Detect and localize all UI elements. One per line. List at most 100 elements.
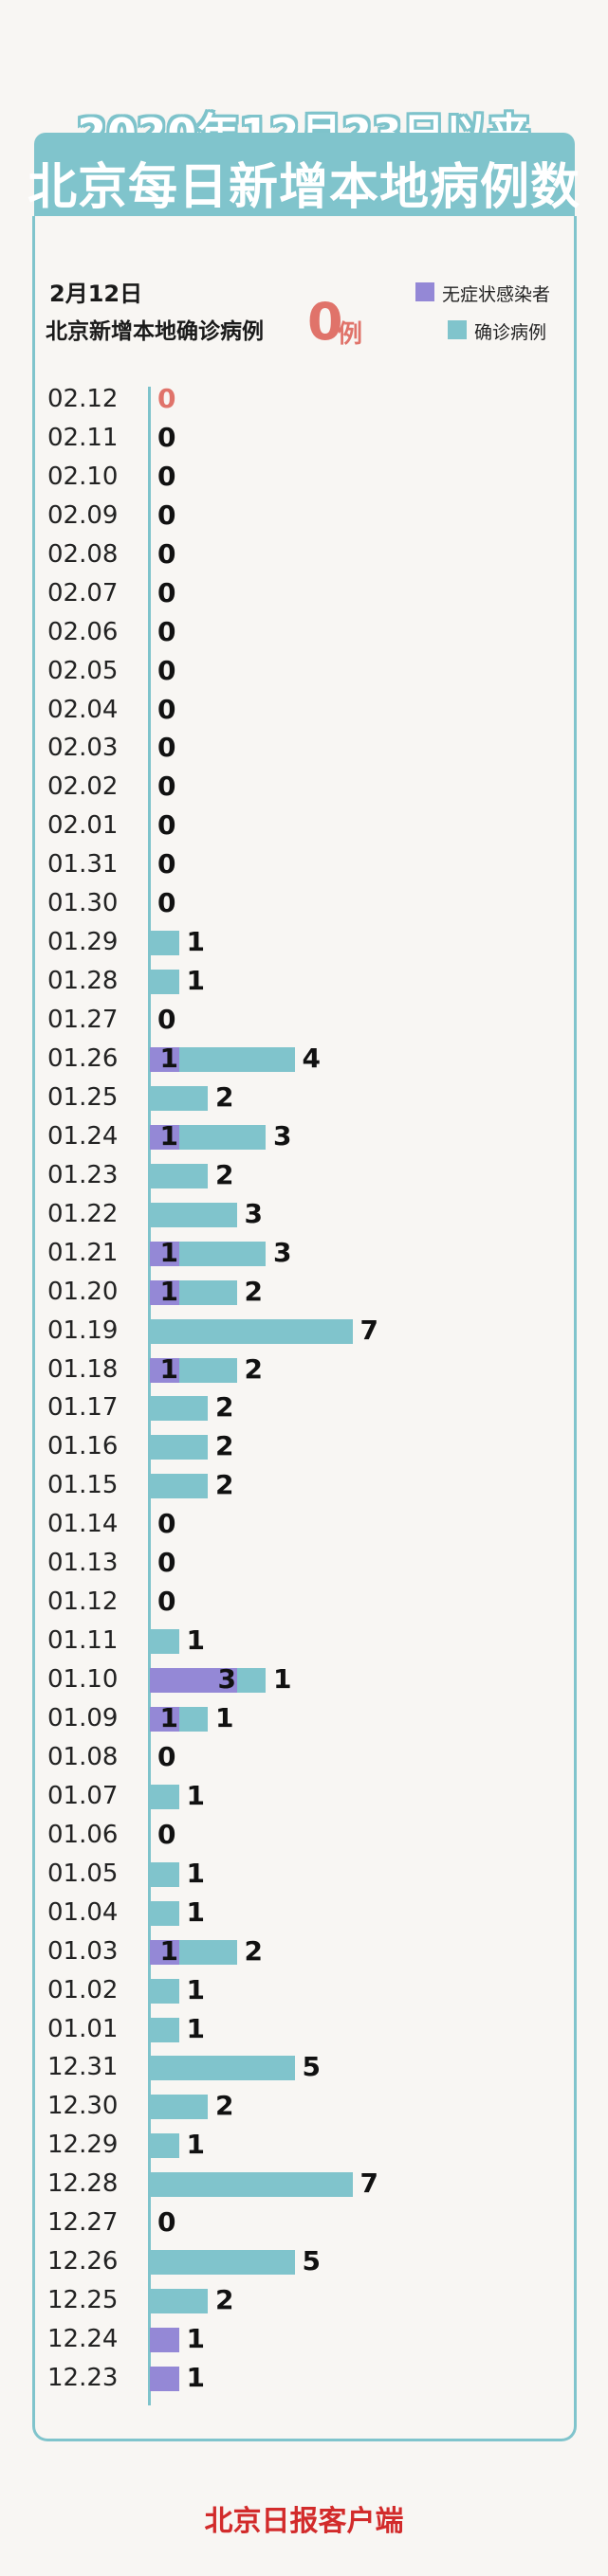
date-label: 02.05 — [47, 656, 119, 685]
value-label: 2 — [215, 1391, 234, 1424]
value-label-zero: 0 — [157, 2206, 176, 2239]
bar-confirmed — [150, 2250, 295, 2276]
date-label: 01.28 — [47, 967, 119, 996]
value-label-zero: 0 — [157, 460, 176, 492]
value-label: 5 — [302, 2051, 321, 2083]
date-label: 02.01 — [47, 811, 119, 841]
info-label: 北京新增本地确诊病例 — [46, 319, 264, 344]
date-label: 01.03 — [47, 1936, 119, 1966]
date-label: 02.08 — [47, 539, 119, 569]
date-label: 01.16 — [47, 1432, 119, 1461]
date-label: 01.25 — [47, 1082, 119, 1112]
chart-axis — [148, 387, 151, 2405]
bar-asymptomatic — [150, 1357, 179, 1383]
bar-confirmed — [150, 2172, 353, 2198]
date-label: 01.10 — [47, 1665, 119, 1695]
date-label: 12.25 — [47, 2286, 119, 2315]
value-label-zero: 0 — [157, 654, 176, 686]
date-label: 01.18 — [47, 1354, 119, 1384]
date-label: 01.20 — [47, 1277, 119, 1306]
value-label-confirmed: 3 — [273, 1236, 292, 1268]
bar-confirmed — [150, 1435, 208, 1460]
value-label-zero: 0 — [157, 1586, 176, 1618]
value-label-zero: 0 — [157, 499, 176, 531]
value-label-zero: 0 — [157, 809, 176, 842]
bar-confirmed — [150, 1629, 179, 1655]
value-label-zero: 0 — [157, 771, 176, 803]
bar-confirmed — [178, 1707, 208, 1732]
date-label: 01.05 — [47, 1859, 119, 1888]
date-label: 01.15 — [47, 1471, 119, 1500]
value-label-confirmed: 1 — [215, 1702, 234, 1733]
info-unit: 例 — [338, 320, 363, 349]
date-label: 01.26 — [47, 1044, 119, 1073]
date-label: 02.12 — [47, 385, 119, 413]
value-label-zero: 0 — [157, 1818, 176, 1850]
value-label-zero: 0 — [157, 1004, 176, 1036]
value-label-confirmed: 3 — [273, 1119, 292, 1152]
bar-confirmed — [150, 1978, 179, 2004]
value-label: 1 — [186, 1779, 205, 1811]
value-label-zero: 0 — [157, 421, 176, 453]
date-label: 02.10 — [47, 462, 119, 491]
date-label: 01.13 — [47, 1549, 119, 1578]
value-label: 5 — [302, 2245, 321, 2277]
bar-confirmed — [150, 1085, 208, 1111]
value-label: 2 — [215, 2090, 234, 2122]
date-label: 01.23 — [47, 1160, 119, 1189]
date-label: 12.27 — [47, 2208, 119, 2238]
value-label: 1 — [186, 2129, 205, 2161]
date-label: 02.02 — [47, 772, 119, 802]
date-label: 12.28 — [47, 2169, 119, 2199]
bar-confirmed — [236, 1668, 266, 1694]
date-label: 02.03 — [47, 734, 119, 763]
value-label: 2 — [215, 1158, 234, 1190]
value-label: 1 — [186, 2323, 205, 2355]
date-label: 01.31 — [47, 850, 119, 880]
date-label: 01.02 — [47, 1975, 119, 2005]
legend-swatch-confirmed — [448, 320, 467, 339]
value-label: 1 — [186, 2362, 205, 2393]
value-label-asymptomatic: 1 — [159, 1934, 178, 1967]
value-label: 1 — [186, 926, 205, 958]
bar-asymptomatic — [150, 1047, 179, 1072]
value-label-zero: 0 — [157, 1547, 176, 1579]
date-label: 01.01 — [47, 2014, 119, 2043]
value-label: 2 — [215, 2284, 234, 2316]
bar-confirmed — [150, 2056, 295, 2081]
value-label-zero: 0 — [157, 887, 176, 919]
date-label: 01.14 — [47, 1510, 119, 1539]
bar-confirmed — [150, 1861, 179, 1887]
value-label: 7 — [359, 2168, 378, 2200]
value-label: 2 — [215, 1430, 234, 1462]
value-label-zero: 0 — [157, 1740, 176, 1772]
bar-confirmed — [150, 1202, 237, 1227]
value-label-asymptomatic: 1 — [159, 1702, 178, 1733]
value-label-zero: 0 — [157, 537, 176, 570]
value-label-confirmed: 2 — [244, 1352, 263, 1385]
bar-asymptomatic — [150, 1707, 179, 1732]
footer-brand: 北京日报客户端 — [204, 2505, 404, 2538]
value-label: 1 — [186, 965, 205, 997]
legend-label-confirmed: 确诊病例 — [474, 322, 547, 343]
bar-confirmed — [150, 2017, 179, 2042]
bar-confirmed — [150, 2095, 208, 2120]
value-label: 1 — [186, 1896, 205, 1928]
value-label-zero: 0 — [157, 693, 176, 725]
date-label: 12.31 — [47, 2053, 119, 2082]
date-label: 01.04 — [47, 1897, 119, 1927]
date-label: 01.12 — [47, 1587, 119, 1617]
date-label: 01.07 — [47, 1781, 119, 1810]
value-label: 1 — [186, 1624, 205, 1657]
bar-asymptomatic — [150, 1279, 179, 1305]
info-value: 0 — [307, 292, 343, 352]
value-label: 2 — [215, 1469, 234, 1501]
bar-asymptomatic — [150, 1241, 179, 1266]
value-label-zero: 0 — [157, 732, 176, 764]
bar-asymptomatic — [150, 2328, 179, 2353]
date-label: 01.29 — [47, 928, 119, 957]
value-label-confirmed: 2 — [244, 1275, 263, 1307]
value-label: 1 — [186, 2012, 205, 2044]
date-label: 02.09 — [47, 500, 119, 530]
date-label: 02.07 — [47, 578, 119, 608]
